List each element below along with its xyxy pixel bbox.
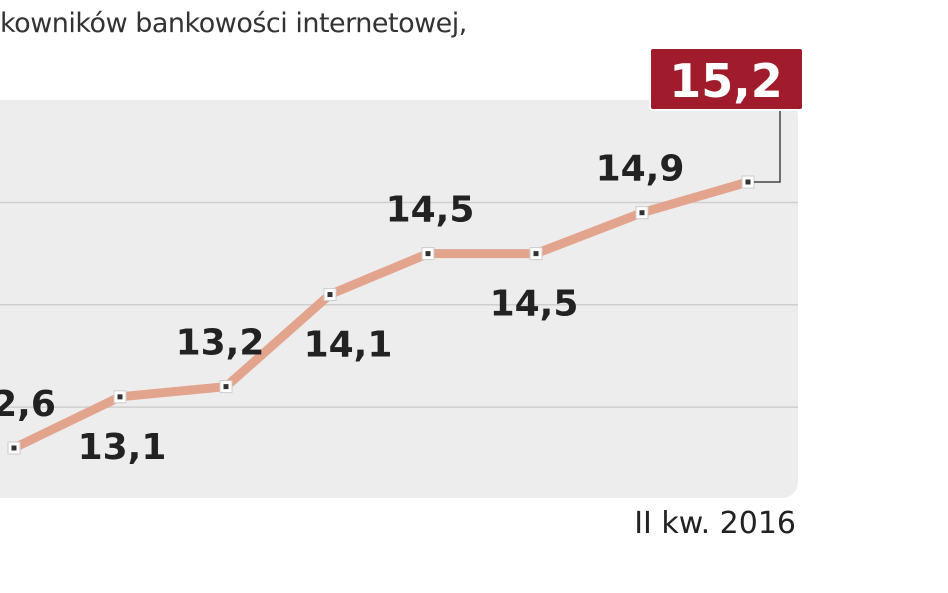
data-label-1: 2,6 xyxy=(0,384,56,425)
data-point-8 xyxy=(741,175,755,189)
data-label-3: 13,2 xyxy=(176,323,265,364)
series-line xyxy=(9,177,753,453)
callout-connector xyxy=(754,110,781,183)
callout-box xyxy=(649,47,804,111)
chart-subtitle: kowników bankowości internetowej, xyxy=(0,8,467,39)
period-label: II kw. 2016 xyxy=(634,506,796,541)
data-labels: 2,6 13,1 13,2 14,1 14,5 14,5 14,9 xyxy=(0,149,684,468)
data-point-5 xyxy=(421,247,435,261)
data-point-4 xyxy=(323,288,337,302)
highlight-callout: 15,2 xyxy=(649,47,804,183)
data-label-7: 14,9 xyxy=(596,149,685,190)
data-label-4: 14,1 xyxy=(304,325,393,366)
data-label-2: 13,1 xyxy=(78,427,167,468)
data-label-6: 14,5 xyxy=(490,284,579,325)
data-point-2 xyxy=(113,390,127,404)
data-point-1 xyxy=(7,441,21,455)
callout-value: 15,2 xyxy=(669,54,783,108)
data-point-6 xyxy=(529,247,543,261)
plot-background xyxy=(0,100,798,498)
data-label-5: 14,5 xyxy=(386,190,475,231)
data-points xyxy=(7,175,755,455)
data-point-3 xyxy=(219,380,233,394)
data-point-7 xyxy=(635,206,649,220)
